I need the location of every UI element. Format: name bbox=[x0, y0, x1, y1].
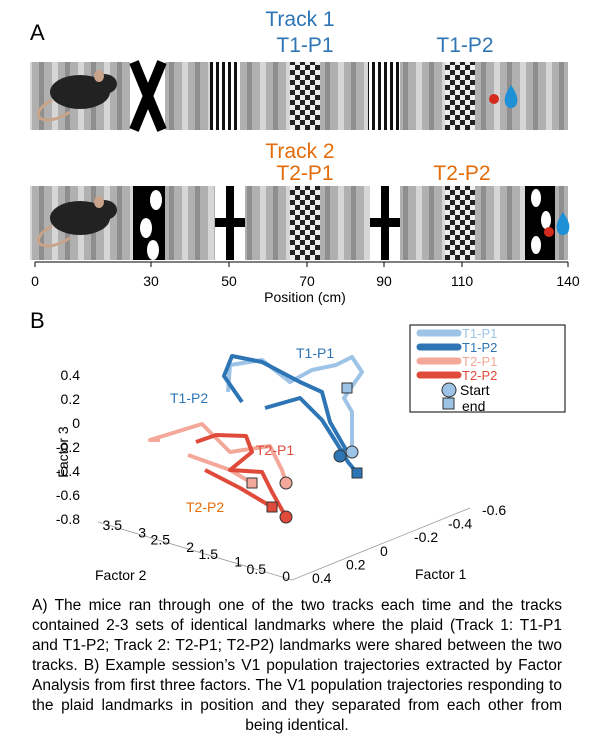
tick-label: 0 bbox=[380, 543, 388, 559]
tick-label: 0 bbox=[72, 415, 80, 431]
tick-label: 0.4 bbox=[61, 367, 81, 383]
tick-label: 2.5 bbox=[151, 532, 171, 548]
tick-label: 70 bbox=[299, 273, 315, 289]
legend-label: Start bbox=[460, 382, 490, 398]
tick-label: 140 bbox=[556, 273, 580, 289]
track-title: Track 1 bbox=[265, 8, 334, 31]
track-2 bbox=[30, 186, 570, 260]
tick-label: 30 bbox=[143, 273, 159, 289]
trajectories bbox=[148, 354, 364, 524]
mouse-icon bbox=[37, 196, 117, 248]
track-1 bbox=[30, 60, 568, 132]
tick-label: 90 bbox=[376, 273, 392, 289]
trajectory-label: T1-P2 bbox=[170, 390, 208, 406]
tick-label: 1 bbox=[234, 554, 242, 570]
mouse-icon bbox=[37, 70, 117, 122]
trajectory-label: T2-P2 bbox=[186, 499, 224, 515]
tick-label: 0.2 bbox=[61, 391, 81, 407]
tick-label: -0.6 bbox=[482, 502, 506, 518]
track-title: Track 2 bbox=[265, 140, 334, 163]
legend-label: T2-P1 bbox=[462, 354, 497, 369]
trajectory-label: T1-P1 bbox=[296, 345, 334, 361]
tick-label: -0.4 bbox=[56, 463, 80, 479]
landmark-label: T2-P2 bbox=[433, 162, 490, 185]
tick-label: 0.4 bbox=[312, 570, 332, 586]
trajectory-label: T2-P1 bbox=[256, 442, 294, 458]
tick-label: 110 bbox=[451, 273, 474, 289]
figure-graphics: A Track 1 T1-P1 T1-P2 Track 2 T2-P1 T2-P… bbox=[30, 8, 580, 586]
landmark-label: T2-P1 bbox=[276, 162, 333, 185]
axis-label: Factor 1 bbox=[415, 566, 467, 582]
axis-label: Factor 2 bbox=[95, 567, 147, 583]
tick-label: -0.6 bbox=[56, 487, 80, 503]
plot-3d-frame bbox=[97, 507, 471, 581]
tick-label: 0 bbox=[282, 568, 290, 584]
landmark-label: T1-P2 bbox=[436, 34, 493, 57]
legend-box bbox=[409, 324, 566, 413]
tick-label: 1.5 bbox=[199, 546, 219, 562]
tick-label: 0.2 bbox=[346, 556, 366, 572]
tick-label: 0.5 bbox=[247, 561, 267, 577]
legend-label: T1-P1 bbox=[462, 326, 497, 341]
legend-label: end bbox=[462, 398, 485, 414]
tick-label: -0.2 bbox=[414, 529, 438, 545]
legend-label: T1-P2 bbox=[462, 340, 497, 355]
axis-label: Factor 3 bbox=[55, 426, 71, 478]
tick-label: 2 bbox=[186, 539, 194, 555]
tick-label: -0.8 bbox=[56, 511, 80, 527]
legend-label: T2-P2 bbox=[462, 368, 497, 383]
panel-label: B bbox=[30, 308, 45, 333]
tick-label: 3.5 bbox=[103, 517, 123, 533]
tick-label: -0.2 bbox=[56, 439, 80, 455]
tick-label: 3 bbox=[138, 524, 146, 540]
tick-label: -0.4 bbox=[448, 516, 472, 532]
tick-label: 0 bbox=[31, 273, 39, 289]
legend-marker bbox=[441, 382, 457, 398]
tick-label: 50 bbox=[221, 273, 237, 289]
axis-label: Position (cm) bbox=[264, 289, 346, 305]
panel-label: A bbox=[30, 20, 45, 45]
landmark-label: T1-P1 bbox=[276, 34, 333, 57]
caption: A) The mice ran through one of the two t… bbox=[32, 597, 562, 734]
legend-marker bbox=[442, 397, 455, 410]
